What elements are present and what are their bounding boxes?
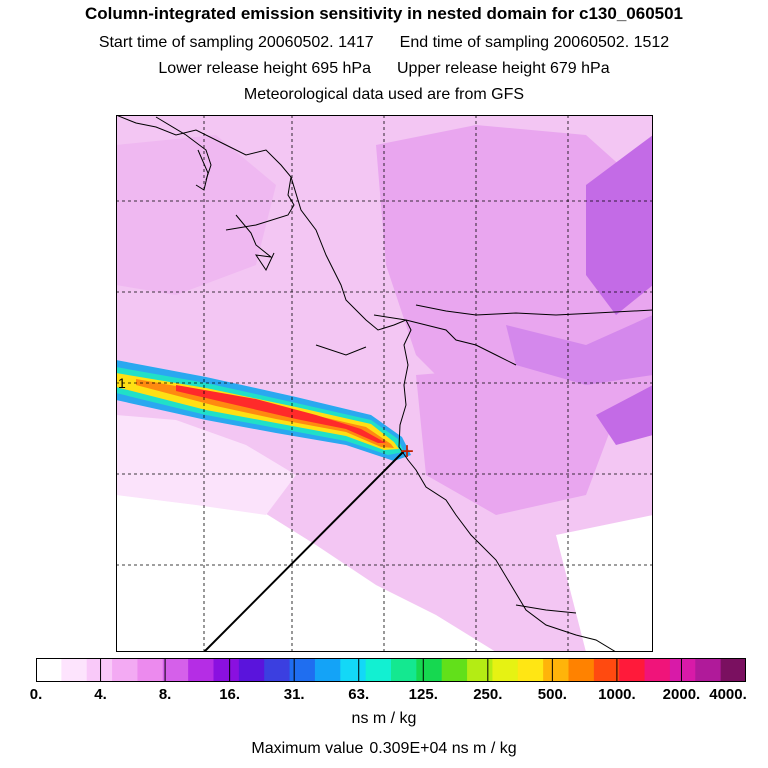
colorbar-tick-label: 63.: [348, 686, 370, 703]
colorbar-swatch: [593, 658, 620, 682]
sampling-times: Start time of sampling 20060502. 1417 End…: [0, 34, 768, 52]
low-sensitivity-area-se: [556, 515, 653, 652]
low-sensitivity-area-southwest: [116, 415, 296, 515]
colorbar-tick-label: 1000.: [598, 686, 636, 703]
colorbar-swatch: [188, 658, 214, 682]
colorbar-swatch: [467, 658, 493, 682]
colorbar-swatch: [543, 658, 569, 682]
colorbar-tick-label: 31.: [283, 686, 305, 703]
mid-sensitivity-area-center: [416, 365, 616, 515]
maximum-value-label: Maximum value: [251, 740, 364, 757]
flight-track-line: [203, 450, 405, 652]
emission-plume: [116, 360, 411, 461]
colorbar-units: ns m / kg: [351, 710, 417, 727]
colorbar-swatch: [365, 658, 392, 682]
start-time-label: Start time of sampling 20060502. 1417: [98, 34, 374, 51]
colorbar-swatch: [61, 658, 88, 682]
colorbar-swatch: [644, 658, 671, 682]
end-time-label: End time of sampling 20060502. 1512: [399, 34, 670, 51]
sensitivity-map: + 1: [116, 115, 653, 652]
colorbar-swatch: [238, 658, 265, 682]
colorbar-swatch: [86, 658, 113, 682]
colorbar-swatch: [36, 658, 62, 682]
colorbar-tick-label: 4000.: [709, 686, 747, 703]
colorbar-tick-label: 8.: [158, 686, 172, 703]
colorbar-tick-label: 16.: [219, 686, 241, 703]
release-point-marker: +: [400, 438, 414, 465]
high-sensitivity-area-ne: [586, 135, 653, 315]
colorbar-swatch: [517, 658, 544, 682]
colorbar-swatch: [669, 658, 696, 682]
coastline: [116, 115, 653, 652]
maximum-value: Maximum value 0.309E+04 ns m / kg: [0, 740, 768, 758]
colorbar-tick-label: 500.: [537, 686, 567, 703]
colorbar-swatch: [314, 658, 341, 682]
high-sensitivity-area-e2: [596, 385, 653, 445]
colorbar-swatch: [289, 658, 316, 682]
colorbar: [36, 658, 746, 682]
colorbar-swatch: [441, 658, 468, 682]
colorbar-tick-label: 250.: [473, 686, 503, 703]
colorbar-tick-label: 2000.: [662, 686, 701, 703]
colorbar-swatch: [340, 658, 367, 682]
colorbar-swatch: [391, 658, 417, 682]
colorbar-tick-label: 125.: [408, 686, 438, 703]
colorbar-tick-label: 0.: [29, 686, 43, 703]
met-data-label: Meteorological data used are from GFS: [243, 86, 525, 103]
colorbar-swatch: [695, 658, 722, 682]
maximum-value-number: 0.309E+04 ns m / kg: [369, 740, 517, 757]
colorbar-swatch: [112, 658, 138, 682]
plot-title: Column-integrated emission sensitivity i…: [84, 4, 684, 23]
colorbar-swatch: [137, 658, 164, 682]
colorbar-swatch: [213, 658, 240, 682]
low-sensitivity-area-south: [116, 475, 496, 652]
colorbar-swatch: [162, 658, 189, 682]
colorbar-swatch: [568, 658, 595, 682]
colorbar-swatch: [264, 658, 291, 682]
release-heights: Lower release height 695 hPa Upper releas…: [0, 60, 768, 78]
colorbar-swatch: [416, 658, 443, 682]
colorbar-tick-label: 4.: [94, 686, 107, 703]
lower-release-label: Lower release height 695 hPa: [158, 60, 371, 77]
mid-sensitivity-area-west: [116, 135, 276, 295]
upper-release-label: Upper release height 679 hPa: [397, 60, 610, 77]
high-sensitivity-area-east: [506, 315, 653, 385]
colorbar-swatch: [619, 658, 646, 682]
colorbar-swatch: [720, 658, 746, 682]
plume-start-label: 1: [118, 375, 126, 391]
colorbar-swatch: [492, 658, 519, 682]
